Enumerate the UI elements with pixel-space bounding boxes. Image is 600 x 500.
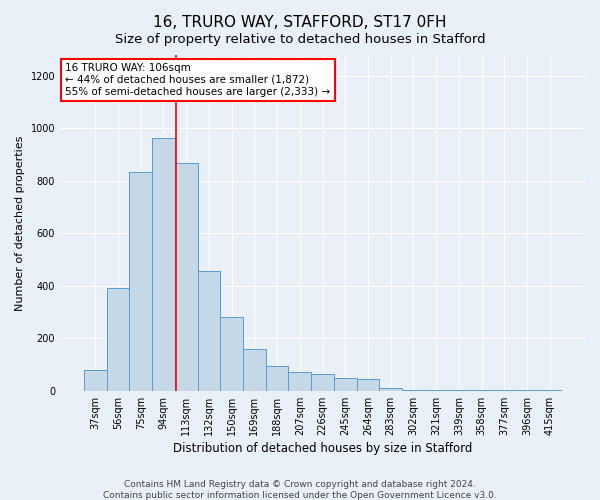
Y-axis label: Number of detached properties: Number of detached properties (15, 135, 25, 310)
Bar (152, 138, 175, 391)
Bar (470, 390, 493, 391)
Bar (107, 288, 130, 391)
Bar (266, 366, 289, 391)
Bar (130, 172, 152, 391)
Text: Size of property relative to detached houses in Stafford: Size of property relative to detached ho… (115, 32, 485, 46)
Bar (515, 390, 538, 391)
X-axis label: Distribution of detached houses by size in Stafford: Distribution of detached houses by size … (173, 442, 472, 455)
Bar (493, 390, 515, 391)
Text: 16, TRURO WAY, STAFFORD, ST17 0FH: 16, TRURO WAY, STAFFORD, ST17 0FH (153, 15, 447, 30)
Bar (334, 378, 356, 391)
Bar (356, 379, 379, 391)
Bar (220, 318, 243, 391)
Bar (402, 390, 425, 391)
Text: 16 TRURO WAY: 106sqm
← 44% of detached houses are smaller (1,872)
55% of semi-de: 16 TRURO WAY: 106sqm ← 44% of detached h… (65, 64, 331, 96)
Bar (311, 374, 334, 391)
Bar (538, 390, 561, 391)
Text: Contains HM Land Registry data © Crown copyright and database right 2024.
Contai: Contains HM Land Registry data © Crown c… (103, 480, 497, 500)
Bar (379, 388, 402, 391)
Bar (425, 390, 448, 391)
Bar (84, 370, 107, 391)
Bar (197, 272, 220, 391)
Bar (448, 390, 470, 391)
Bar (289, 372, 311, 391)
Bar (243, 349, 266, 391)
Bar (175, 162, 197, 391)
